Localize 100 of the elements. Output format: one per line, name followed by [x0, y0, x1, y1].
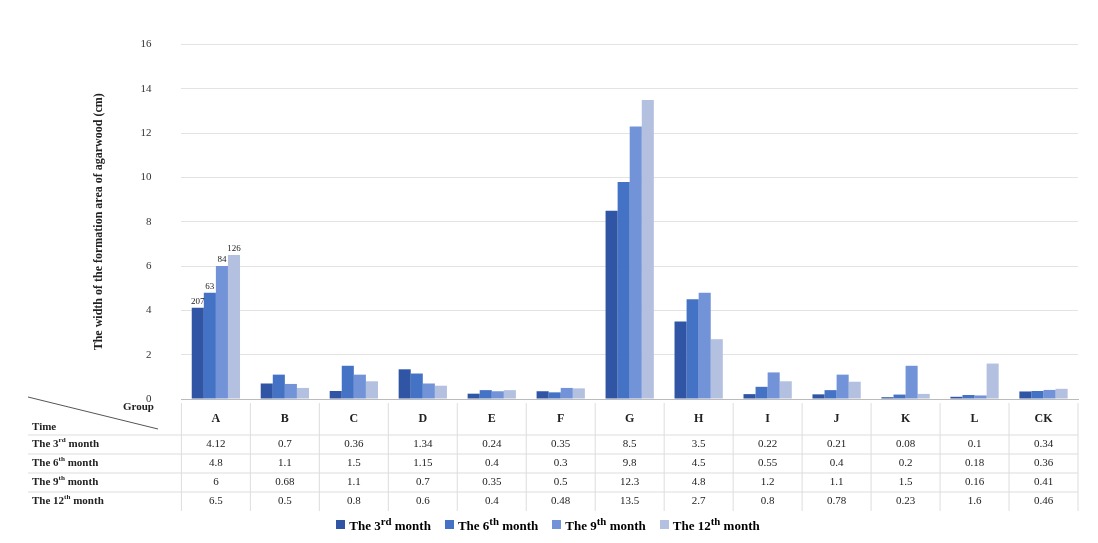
x-tick-label: G: [625, 411, 635, 426]
bar: [410, 373, 423, 399]
x-tick-label: I: [765, 411, 771, 426]
data-label: 0.21: [826, 437, 847, 450]
y-tick-label: 16: [140, 37, 152, 50]
data-label: 1.15: [413, 456, 433, 469]
bar: [272, 374, 285, 399]
bar: [467, 393, 480, 399]
x-tick-label: F: [557, 411, 565, 426]
data-label: 0.22: [758, 437, 778, 450]
bar: [674, 321, 687, 399]
bar: [260, 383, 273, 399]
data-label: 0.78: [826, 494, 847, 507]
legend-label: The 6$^{th}$ month: [457, 515, 539, 535]
data-label: 1.1: [829, 475, 844, 488]
bar: [191, 307, 204, 399]
legend-label: The 3$^{rd}$ month: [349, 515, 431, 535]
annotation: 207: [191, 295, 206, 306]
data-label: 13.5: [620, 494, 640, 507]
data-label: 1.5: [346, 456, 362, 469]
data-label: 1.34: [413, 437, 433, 450]
data-label: 0.1: [967, 437, 982, 450]
bar: [905, 365, 918, 399]
data-label: 0.8: [346, 494, 362, 507]
bar: [812, 394, 825, 399]
bar: [353, 374, 366, 399]
data-label: 1.1: [277, 456, 292, 469]
bar: [617, 181, 630, 399]
y-tick-label: 14: [140, 81, 152, 94]
data-label: 0.5: [553, 475, 569, 488]
y-tick-label: 8: [145, 214, 152, 227]
data-label: 0.46: [1033, 494, 1054, 507]
legend-label: The 9$^{th}$ month: [565, 515, 646, 535]
data-label: 0.68: [275, 475, 295, 488]
y-tick-label: 0: [145, 391, 152, 404]
data-label: 0.4: [484, 456, 500, 469]
bar: [422, 383, 435, 399]
data-label: 3.5: [691, 437, 707, 450]
bar: [341, 365, 354, 399]
y-tick-label: 6: [145, 258, 152, 271]
bar: [296, 387, 309, 399]
x-tick-label: B: [280, 411, 289, 426]
data-label: 1.2: [760, 475, 775, 488]
bar: [479, 390, 492, 399]
data-label: 6: [213, 475, 220, 488]
x-tick-label: CK: [1034, 411, 1054, 426]
bar: [329, 391, 342, 399]
data-label: 1.1: [346, 475, 361, 488]
data-label: 0.4: [484, 494, 500, 507]
data-label: 0.35: [551, 437, 571, 450]
data-label: 0.41: [1033, 475, 1054, 488]
data-label: 6.5: [209, 494, 224, 507]
data-label: 0.7: [277, 437, 293, 450]
bar: [629, 126, 642, 399]
bar: [434, 385, 447, 399]
bar: [548, 392, 561, 399]
data-label: 0.7: [415, 475, 431, 488]
data-label: 0.8: [760, 494, 776, 507]
data-label: 4.8: [691, 475, 707, 488]
bar: [962, 395, 975, 399]
y-tick-label: 2: [145, 347, 152, 360]
bar: [605, 210, 618, 399]
bar: [227, 255, 241, 399]
data-label: 0.18: [964, 456, 985, 469]
x-tick-label: C: [349, 411, 359, 426]
data-label: 9.8: [622, 456, 638, 469]
bar: [848, 381, 861, 399]
data-label: 4.5: [691, 456, 707, 469]
data-label: 12.3: [620, 475, 640, 488]
annotation: 84: [217, 253, 227, 264]
data-label: 4.12: [206, 437, 226, 450]
bar: [641, 99, 654, 399]
x-tick-label: E: [487, 411, 496, 426]
data-label: 0.6: [415, 494, 431, 507]
annotation: 126: [227, 242, 242, 253]
x-tick-label: J: [833, 411, 840, 426]
data-label: 1.6: [967, 494, 982, 507]
data-label: 0.24: [482, 437, 502, 450]
text: Time: [32, 419, 57, 432]
data-label: 0.48: [551, 494, 571, 507]
bar: [215, 266, 228, 399]
bar: [1055, 388, 1068, 399]
data-label: 0.36: [1033, 456, 1054, 469]
bar: [536, 391, 549, 399]
bar: [572, 388, 585, 399]
data-label: 0.16: [964, 475, 985, 488]
y-tick-label: 10: [140, 170, 152, 183]
bar: [698, 292, 711, 399]
data-label: 1.5: [898, 475, 913, 488]
bar: [779, 381, 792, 399]
data-label: 8.5: [622, 437, 638, 450]
x-tick-label: K: [900, 411, 911, 426]
data-label: 0.34: [1033, 437, 1054, 450]
y-tick-label: 4: [145, 303, 152, 316]
data-label: 0.4: [829, 456, 844, 469]
bar: [743, 394, 756, 399]
x-tick-label: L: [970, 411, 979, 426]
data-label: 0.2: [898, 456, 913, 469]
x-tick-label: H: [694, 411, 704, 426]
bar: [1019, 391, 1032, 399]
